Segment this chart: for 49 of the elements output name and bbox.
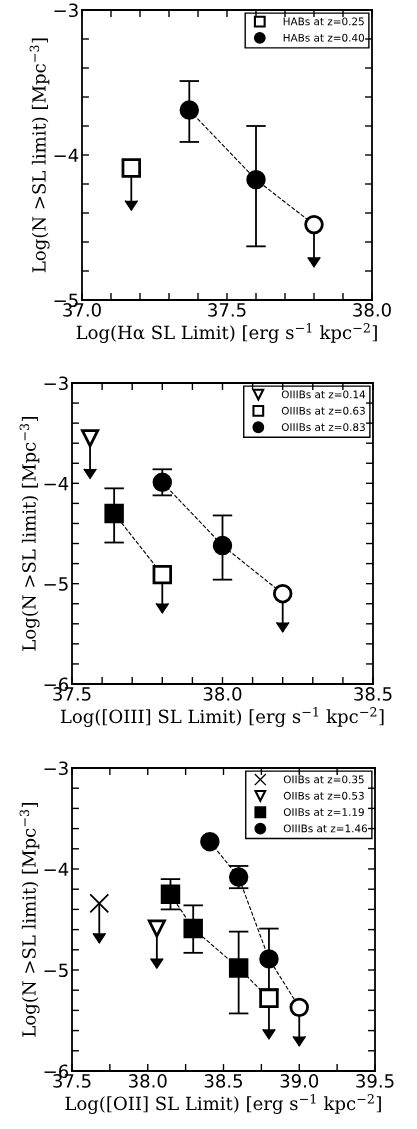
point bbox=[304, 214, 324, 235]
x-tick-label: 38.0 bbox=[353, 303, 391, 317]
x-tick-label: 38.0 bbox=[129, 1074, 167, 1088]
y-tick-label: −3 bbox=[44, 761, 68, 776]
point bbox=[212, 535, 233, 556]
legend-label: OIIIBs at z=0.14 bbox=[281, 390, 366, 399]
y-tick-label: −4 bbox=[54, 148, 79, 162]
y-tick-label: −3 bbox=[44, 376, 68, 391]
x-axis-title: Log(Hα SL Limit) [erg s$^{−1}$ kpc$^{−2}$] bbox=[76, 323, 377, 343]
y-tick-label: −4 bbox=[44, 477, 69, 491]
x-tick-label: 39.0 bbox=[280, 1074, 319, 1088]
point bbox=[272, 583, 293, 604]
point bbox=[121, 158, 142, 178]
x-tick-label: 37.5 bbox=[208, 303, 246, 317]
legend-label: OIIBs at z=0.53 bbox=[283, 791, 364, 800]
point bbox=[289, 997, 309, 1018]
y-axis-title: Log(N >SL limit) [Mpc$^{−3}$] bbox=[29, 38, 50, 273]
x-tick-label: 38.5 bbox=[204, 1074, 243, 1088]
point bbox=[200, 832, 220, 852]
y-tick-label: −5 bbox=[44, 577, 68, 591]
legend-label: OIIIBs at z=0.63 bbox=[281, 406, 365, 415]
point bbox=[246, 169, 266, 190]
point bbox=[259, 988, 279, 1008]
point bbox=[81, 429, 100, 448]
y-tick-label: −3 bbox=[54, 3, 78, 18]
point bbox=[160, 884, 181, 904]
point bbox=[152, 564, 173, 585]
x-tick-label: 39.5 bbox=[356, 1074, 394, 1088]
y-axis-title: Log(N >SL limit) [Mpc$^{−3}$] bbox=[19, 803, 40, 1037]
legend-label: OIIIBs at z=1.46 bbox=[283, 824, 368, 833]
y-axis-title: Log(N >SL limit) [Mpc$^{−3}$] bbox=[19, 417, 40, 651]
x-axis-title: Log([OII] SL Limit) [erg s$^{−1}$ kpc$^{−2}$] bbox=[65, 1094, 381, 1114]
x-tick-label: 38.0 bbox=[203, 687, 242, 701]
x-tick-label: 38.5 bbox=[354, 687, 392, 701]
y-tick-label: −4 bbox=[44, 862, 69, 876]
point bbox=[89, 893, 110, 914]
point bbox=[147, 919, 166, 938]
x-axis-title: Log([OIII] SL Limit) [erg s$^{−1}$ kpc$^{−2}$] bbox=[60, 707, 384, 727]
legend-label: OIIBs at z=1.19 bbox=[283, 808, 364, 817]
point bbox=[259, 949, 279, 969]
legend-label: OIIIBs at z=0.83 bbox=[281, 423, 365, 432]
point bbox=[104, 503, 124, 524]
legend-label: OIIBs at z=0.35 bbox=[283, 775, 364, 784]
legend-label: HABs at z=0.25 bbox=[283, 17, 364, 26]
legend-label: HABs at z=0.40 bbox=[283, 33, 365, 42]
y-tick-label: −5 bbox=[44, 963, 68, 978]
point bbox=[183, 918, 203, 939]
point bbox=[228, 958, 249, 978]
point bbox=[179, 100, 200, 120]
